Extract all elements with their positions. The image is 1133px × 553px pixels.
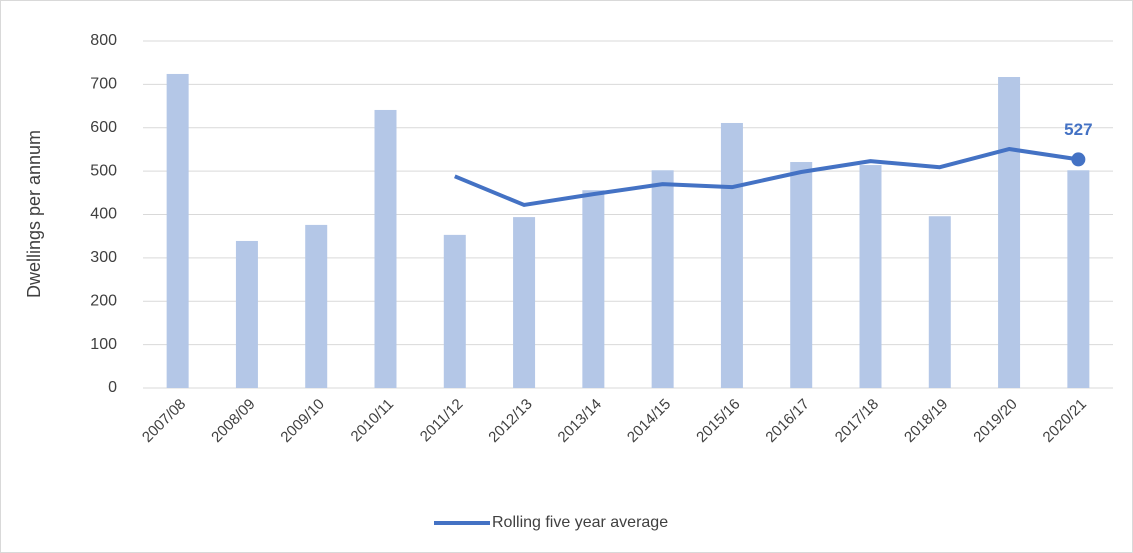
bar (651, 170, 674, 388)
bar (305, 224, 328, 388)
data-label: 527 (1064, 120, 1092, 139)
y-tick-label: 800 (90, 32, 117, 49)
y-tick-label: 500 (90, 162, 117, 179)
bar (859, 165, 882, 388)
bar (998, 77, 1021, 388)
y-tick-label: 0 (108, 379, 117, 396)
line (454, 147, 1079, 207)
bar (513, 217, 536, 388)
bar (790, 162, 813, 388)
y-tick-label: 400 (90, 206, 117, 223)
bar (582, 190, 605, 388)
y-tick-label: 300 (90, 249, 117, 266)
y-tick-label: 700 (90, 76, 117, 93)
point-marker (1071, 152, 1086, 167)
bar (443, 234, 466, 388)
y-axis-title: Dwellings per annum (24, 130, 44, 298)
bar (928, 216, 951, 388)
bar (235, 240, 258, 388)
legend-label: Rolling five year average (492, 514, 668, 531)
bar (720, 122, 743, 388)
y-tick-label: 100 (90, 336, 117, 353)
bar (374, 109, 397, 388)
bar (166, 73, 189, 388)
bar (1067, 170, 1090, 388)
y-tick-label: 200 (90, 292, 117, 309)
y-tick-label: 600 (90, 119, 117, 136)
